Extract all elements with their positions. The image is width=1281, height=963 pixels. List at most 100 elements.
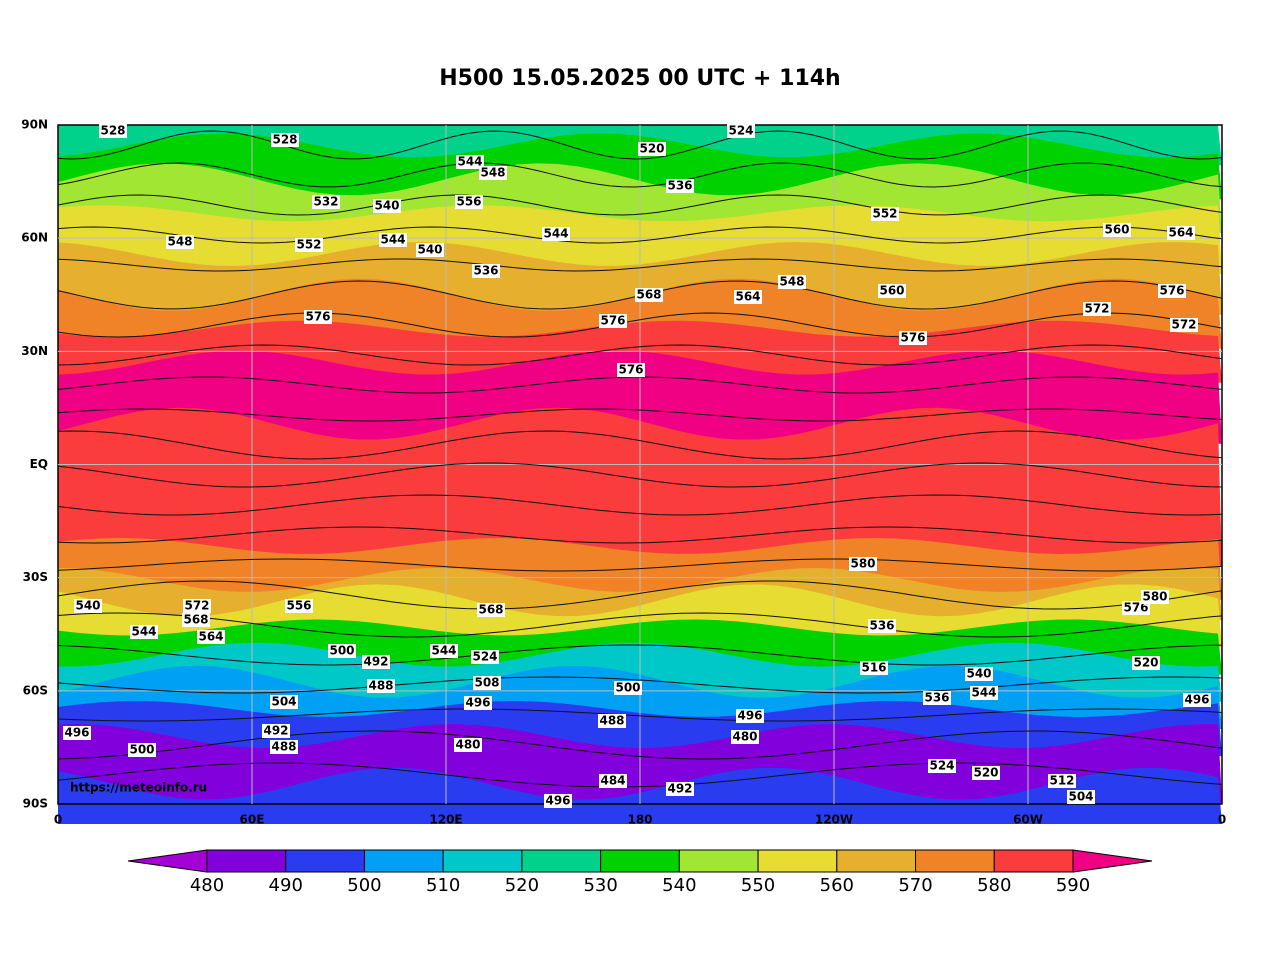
contour — [57, 162, 1223, 188]
credit: https://meteoinfo.ru — [70, 781, 207, 795]
contour-label-bg — [197, 630, 225, 644]
contour-label: 548 — [779, 275, 804, 289]
contour-label-bg — [362, 655, 390, 669]
contour — [57, 762, 1223, 788]
contour-label: 576 — [1159, 284, 1184, 298]
colorbar-box — [678, 849, 759, 873]
contour-label: 520 — [639, 142, 664, 156]
contour-label-bg — [878, 284, 906, 298]
contour-label: 536 — [473, 264, 498, 278]
contour-label-bg — [1083, 302, 1111, 316]
contour-label: 560 — [1104, 223, 1129, 237]
contour-label-bg — [285, 599, 313, 613]
contour-label-bg — [1167, 226, 1195, 240]
contour-label: 504 — [1068, 790, 1093, 804]
contour-label-bg — [542, 227, 570, 241]
contour-label: 496 — [1184, 693, 1209, 707]
contour-label-bg — [871, 207, 899, 221]
contour-label-bg — [666, 782, 694, 796]
lat-label: EQ — [30, 457, 48, 471]
contour-label-bg — [471, 650, 499, 664]
contour-label: 512 — [1049, 774, 1074, 788]
contour-label-bg — [1103, 223, 1131, 237]
colorbar-label: 560 — [820, 875, 854, 896]
lat-label: 30S — [23, 570, 48, 584]
contour-label-bg — [271, 133, 299, 147]
contour-label-bg — [373, 199, 401, 213]
contour-label: 576 — [900, 331, 925, 345]
contour-label: 544 — [543, 227, 568, 241]
contour-label: 532 — [313, 195, 338, 209]
contour — [57, 494, 1223, 516]
contour-label-bg — [74, 599, 102, 613]
contour-label: 544 — [971, 686, 996, 700]
contour-label: 576 — [618, 363, 643, 377]
contour-label-bg — [734, 290, 762, 304]
contour — [57, 580, 1223, 610]
contour-label: 484 — [600, 774, 625, 788]
colorbar-box — [442, 849, 523, 873]
contour-label: 520 — [1133, 656, 1158, 670]
contour-label-bg — [928, 759, 956, 773]
contour-label: 572 — [1084, 302, 1109, 316]
contour-label-bg — [473, 676, 501, 690]
contour-label-bg — [304, 310, 332, 324]
contour-label-bg — [454, 738, 482, 752]
contour — [57, 130, 1223, 160]
contour-label-bg — [965, 667, 993, 681]
contour-label-bg — [860, 661, 888, 675]
contour-label-bg — [63, 726, 91, 740]
contour-label: 524 — [472, 650, 497, 664]
contour-label-bg — [1122, 601, 1150, 615]
contour-label-bg — [1141, 590, 1169, 604]
colorbar-box — [836, 849, 917, 873]
contour — [57, 408, 1223, 422]
contour-label-bg — [617, 363, 645, 377]
contour-label-bg — [599, 314, 627, 328]
contour-label: 548 — [480, 166, 505, 180]
contour-label-bg — [455, 195, 483, 209]
contour-label-bg — [166, 235, 194, 249]
lon-label: 120W — [815, 813, 853, 827]
colorbar-label: 480 — [190, 875, 224, 896]
contour-label: 540 — [374, 199, 399, 213]
contour-label-bg — [328, 644, 356, 658]
lat-label: 60S — [23, 683, 48, 697]
contour-label: 500 — [129, 743, 154, 757]
contour-label: 544 — [457, 155, 482, 169]
contour-label: 528 — [100, 124, 125, 138]
lat-label: 90N — [21, 118, 48, 132]
contour-label: 572 — [1171, 318, 1196, 332]
contour-label: 544 — [380, 233, 405, 247]
lon-label: 0 — [1218, 813, 1226, 827]
contour-label: 496 — [545, 794, 570, 808]
contour-label: 488 — [271, 740, 296, 754]
colorbar-box — [363, 849, 444, 873]
contour-label: 552 — [296, 238, 321, 252]
contour-label-bg — [635, 288, 663, 302]
contour-label: 500 — [615, 681, 640, 695]
lat-label: 60N — [21, 231, 48, 245]
contour-label-bg — [456, 155, 484, 169]
contour — [57, 194, 1223, 216]
contour-label: 492 — [667, 782, 692, 796]
contour-label: 540 — [417, 243, 442, 257]
colorbar-label: 490 — [269, 875, 303, 896]
contour-label-bg — [128, 743, 156, 757]
contour-label: 504 — [271, 695, 296, 709]
contour-label: 568 — [183, 613, 208, 627]
contour-label-bg — [599, 774, 627, 788]
colorbar-box — [993, 849, 1074, 873]
contour-label: 536 — [924, 691, 949, 705]
contour-label-bg — [477, 603, 505, 617]
contour-label-bg — [638, 142, 666, 156]
contour-label-bg — [270, 695, 298, 709]
contour — [57, 676, 1223, 694]
colorbar-box — [600, 849, 680, 873]
contour-label-bg — [736, 709, 764, 723]
contour-label: 544 — [431, 644, 456, 658]
contour-label: 524 — [929, 759, 954, 773]
colorbar-box — [521, 849, 602, 873]
contour — [57, 644, 1223, 666]
title: H500 15.05.2025 00 UTC + 114h — [439, 66, 840, 91]
